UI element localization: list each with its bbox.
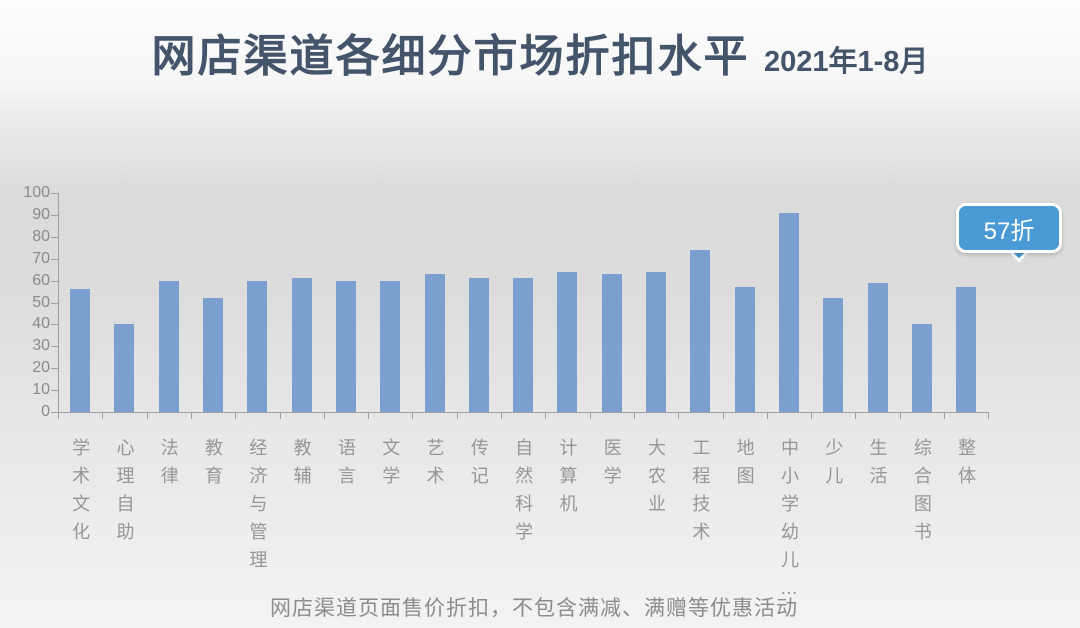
- bar: [247, 280, 268, 412]
- y-axis-line: [58, 193, 59, 412]
- bar: [335, 280, 356, 412]
- x-axis-tick: [944, 412, 945, 419]
- y-tick-label: 0: [41, 403, 50, 420]
- x-category-label: 教育: [203, 438, 224, 494]
- y-axis-tick: [51, 302, 58, 304]
- x-category-label: 学术文化: [70, 438, 91, 550]
- chart-footnote: 网店渠道页面售价折扣，不包含满减、满赠等优惠活动: [270, 597, 798, 620]
- bar: [646, 271, 667, 412]
- x-axis-tick: [988, 412, 990, 419]
- x-axis-tick: [456, 412, 458, 419]
- y-axis-tick: [51, 324, 58, 326]
- y-axis-tick: [51, 193, 58, 194]
- x-category-label: 少儿: [823, 438, 844, 494]
- x-axis-tick: [501, 412, 502, 419]
- x-axis-tick: [545, 412, 547, 419]
- chart-title: 网店渠道各细分市场折扣水平 2021年1-8月: [0, 20, 1080, 84]
- x-category-label: 计算机: [557, 438, 578, 522]
- x-axis-tick: [811, 412, 813, 419]
- x-axis-tick: [855, 412, 857, 419]
- y-axis-tick: [51, 368, 58, 370]
- y-tick-label: 40: [32, 315, 50, 333]
- x-axis-tick: [633, 412, 635, 419]
- x-category-label: 中小学幼儿…: [778, 438, 799, 608]
- bar: [203, 298, 224, 412]
- y-axis-tick: [51, 236, 58, 238]
- x-category-label: 大农业: [646, 438, 667, 522]
- x-axis-tick: [899, 412, 901, 419]
- x-axis-tick: [190, 412, 192, 419]
- x-axis-tick: [722, 412, 724, 419]
- x-category-label: 心理自助: [114, 438, 135, 550]
- bar: [158, 280, 179, 412]
- bar: [70, 289, 91, 412]
- callout-value: 57折: [983, 217, 1035, 245]
- x-axis-tick: [102, 412, 104, 419]
- x-category-label: 自然科学: [513, 438, 534, 550]
- bar: [956, 287, 977, 412]
- x-category-label: 文学: [380, 438, 401, 494]
- bar: [911, 324, 932, 412]
- y-axis-tick: [51, 412, 58, 413]
- x-axis-line: [58, 412, 989, 413]
- x-axis-tick: [412, 412, 414, 419]
- y-axis-tick: [51, 346, 58, 348]
- bar: [867, 282, 888, 412]
- y-tick-label: 100: [23, 184, 50, 201]
- bar: [380, 280, 401, 412]
- x-category-label: 生活: [867, 438, 888, 494]
- x-axis-tick: [235, 412, 237, 419]
- title-period: 2021年1-8月: [764, 46, 929, 78]
- x-axis-tick: [678, 412, 680, 419]
- x-category-label: 教辅: [291, 438, 312, 494]
- bar: [823, 298, 844, 412]
- y-tick-label: 90: [32, 205, 50, 223]
- x-axis-tick: [279, 412, 281, 419]
- x-category-label: 综合图书: [911, 438, 932, 550]
- x-axis-tick: [766, 412, 768, 419]
- y-axis-tick: [51, 390, 58, 392]
- bar: [601, 274, 622, 412]
- bar: [291, 278, 312, 412]
- bar: [778, 212, 799, 412]
- callout-bubble: 57折: [956, 203, 1062, 253]
- page-title: 网店渠道各细分市场折扣水平: [151, 32, 750, 81]
- x-category-label: 地图: [734, 438, 755, 494]
- bar: [114, 324, 135, 412]
- y-tick-label: 50: [32, 293, 50, 311]
- y-tick-label: 10: [32, 381, 50, 399]
- bar: [690, 249, 711, 412]
- y-tick-label: 30: [32, 337, 50, 355]
- x-category-label: 工程技术: [690, 438, 711, 550]
- bar: [468, 278, 489, 412]
- x-category-label: 经济与管理: [247, 438, 268, 578]
- bar: [734, 287, 755, 412]
- x-category-label: 艺术: [424, 438, 445, 494]
- y-tick-label: 60: [32, 271, 50, 289]
- y-tick-label: 80: [32, 227, 50, 245]
- x-axis-tick: [589, 412, 591, 419]
- x-axis-tick: [323, 412, 325, 419]
- y-axis-tick: [51, 258, 58, 260]
- y-tick-label: 20: [32, 359, 50, 377]
- x-category-label: 医学: [601, 438, 622, 494]
- y-axis-tick: [51, 280, 58, 282]
- bar: [557, 271, 578, 412]
- y-axis-tick: [51, 214, 58, 216]
- x-axis-tick: [146, 412, 148, 419]
- bar: [424, 274, 445, 412]
- x-axis-tick: [58, 412, 59, 419]
- bar: [513, 278, 534, 412]
- y-tick-label: 70: [32, 249, 50, 267]
- x-category-label: 传记: [468, 438, 489, 494]
- x-category-label: 法律: [158, 438, 179, 494]
- x-axis-tick: [368, 412, 370, 419]
- x-category-label: 整体: [956, 438, 977, 494]
- x-category-label: 语言: [335, 438, 356, 494]
